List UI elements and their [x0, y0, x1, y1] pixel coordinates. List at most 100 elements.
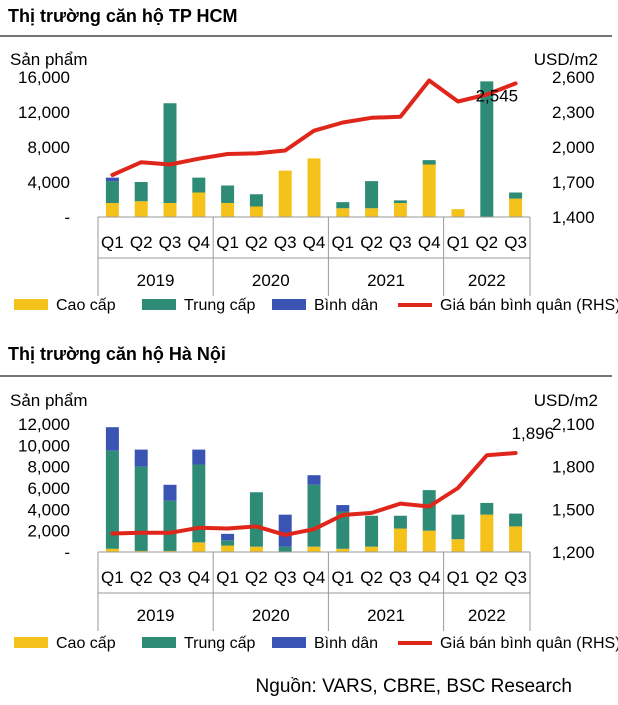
bar-trung-cap — [163, 103, 177, 203]
x-tick-label: Q2 — [360, 568, 383, 587]
right-axis-label: USD/m2 — [534, 391, 598, 410]
bar-trung-cap — [134, 466, 148, 551]
bar-cao-cap — [221, 545, 235, 552]
bar-binh-dan — [192, 449, 206, 465]
bar-cao-cap — [509, 526, 523, 552]
bar-trung-cap — [134, 182, 148, 202]
bar-cao-cap — [105, 548, 119, 552]
legend-swatch — [142, 299, 176, 310]
left-tick-label: 8,000 — [27, 138, 70, 157]
bar-trung-cap — [221, 185, 235, 203]
bar-cao-cap — [249, 206, 263, 217]
x-tick-label: Q1 — [447, 568, 470, 587]
right-axis-label: USD/m2 — [534, 50, 598, 69]
left-tick-label: 8,000 — [27, 458, 70, 477]
bar-trung-cap — [221, 540, 235, 546]
x-tick-label: Q2 — [245, 233, 268, 252]
bar-binh-dan — [105, 427, 119, 451]
x-tick-label: Q1 — [216, 568, 239, 587]
left-tick-label: 4,000 — [27, 173, 70, 192]
legend-swatch — [14, 637, 48, 648]
year-label: 2021 — [367, 271, 405, 290]
bar-cao-cap — [393, 203, 407, 217]
chart-title: Thị trường căn hộ Hà Nội — [8, 344, 226, 364]
legend-swatch — [142, 637, 176, 648]
bar-trung-cap — [393, 200, 407, 203]
x-tick-label: Q1 — [447, 233, 470, 252]
bar-trung-cap — [509, 192, 523, 199]
bar-trung-cap — [480, 81, 494, 217]
bar-trung-cap — [105, 450, 119, 549]
bar-cao-cap — [451, 209, 465, 217]
left-tick-label: 2,000 — [27, 522, 70, 541]
legend-label: Bình dân — [314, 635, 378, 652]
bar-cao-cap — [134, 550, 148, 552]
chart-title: Thị trường căn hộ TP HCM — [8, 6, 238, 26]
bar-binh-dan — [163, 484, 177, 501]
bar-trung-cap — [422, 160, 436, 165]
bar-trung-cap — [163, 500, 177, 551]
x-tick-label: Q4 — [303, 568, 326, 587]
bar-trung-cap — [336, 202, 350, 209]
price-line — [110, 451, 518, 537]
legend-label: Bình dân — [314, 297, 378, 314]
bar-cao-cap — [192, 542, 206, 552]
chart-hanoi: Thị trường căn hộ Hà Nội Sản phẩm USD/m2 - 2… — [0, 344, 618, 652]
legend-label: Cao cấp — [56, 297, 116, 314]
bar-trung-cap — [192, 464, 206, 543]
bar-trung-cap — [249, 492, 263, 547]
bar-cao-cap — [105, 203, 119, 217]
right-tick-label: 1,400 — [552, 208, 595, 227]
x-tick-label: Q3 — [504, 233, 527, 252]
bar-trung-cap — [365, 181, 379, 209]
bar-binh-dan — [278, 514, 292, 547]
x-tick-label: Q2 — [475, 233, 498, 252]
year-label: 2019 — [137, 606, 175, 625]
left-tick-label: - — [64, 543, 70, 562]
year-label: 2022 — [468, 271, 506, 290]
bar-binh-dan — [221, 533, 235, 541]
x-tick-label: Q1 — [331, 568, 354, 587]
legend-swatch — [272, 299, 306, 310]
bar-cao-cap — [307, 546, 321, 552]
left-tick-label: 16,000 — [18, 68, 70, 87]
bar-cao-cap — [480, 514, 494, 552]
bar-cao-cap — [307, 158, 321, 217]
bar-trung-cap — [336, 511, 350, 549]
year-label: 2020 — [252, 271, 290, 290]
bar-cao-cap — [163, 550, 177, 552]
x-tick-label: Q3 — [389, 233, 412, 252]
bar-trung-cap — [393, 515, 407, 529]
bar-binh-dan — [307, 475, 321, 485]
x-tick-label: Q2 — [130, 568, 153, 587]
bar-cao-cap — [393, 528, 407, 552]
bar-cao-cap — [249, 546, 263, 552]
right-tick-label: 2,600 — [552, 68, 595, 87]
bar-trung-cap — [422, 490, 436, 531]
left-tick-label: - — [64, 208, 70, 227]
source-note: Nguồn: VARS, CBRE, BSC Research — [255, 676, 572, 697]
right-tick-label: 1,500 — [552, 500, 595, 519]
year-label: 2019 — [137, 271, 175, 290]
x-tick-label: Q1 — [101, 568, 124, 587]
x-tick-label: Q3 — [159, 233, 182, 252]
x-tick-label: Q3 — [159, 568, 182, 587]
x-tick-label: Q2 — [130, 233, 153, 252]
left-tick-label: 4,000 — [27, 500, 70, 519]
price-annotation: 2,545 — [476, 86, 519, 105]
right-tick-label: 1,700 — [552, 173, 595, 192]
year-label: 2021 — [367, 606, 405, 625]
bar-trung-cap — [307, 484, 321, 547]
x-tick-label: Q1 — [331, 233, 354, 252]
left-tick-label: 12,000 — [18, 415, 70, 434]
legend-label: Trung cấp — [184, 635, 256, 652]
right-tick-label: 2,100 — [552, 415, 595, 434]
bar-cao-cap — [336, 208, 350, 217]
bar-trung-cap — [278, 546, 292, 552]
legend-label: Cao cấp — [56, 635, 116, 652]
right-tick-label: 2,000 — [552, 138, 595, 157]
year-label: 2020 — [252, 606, 290, 625]
x-tick-label: Q3 — [389, 568, 412, 587]
left-tick-label: 10,000 — [18, 436, 70, 455]
